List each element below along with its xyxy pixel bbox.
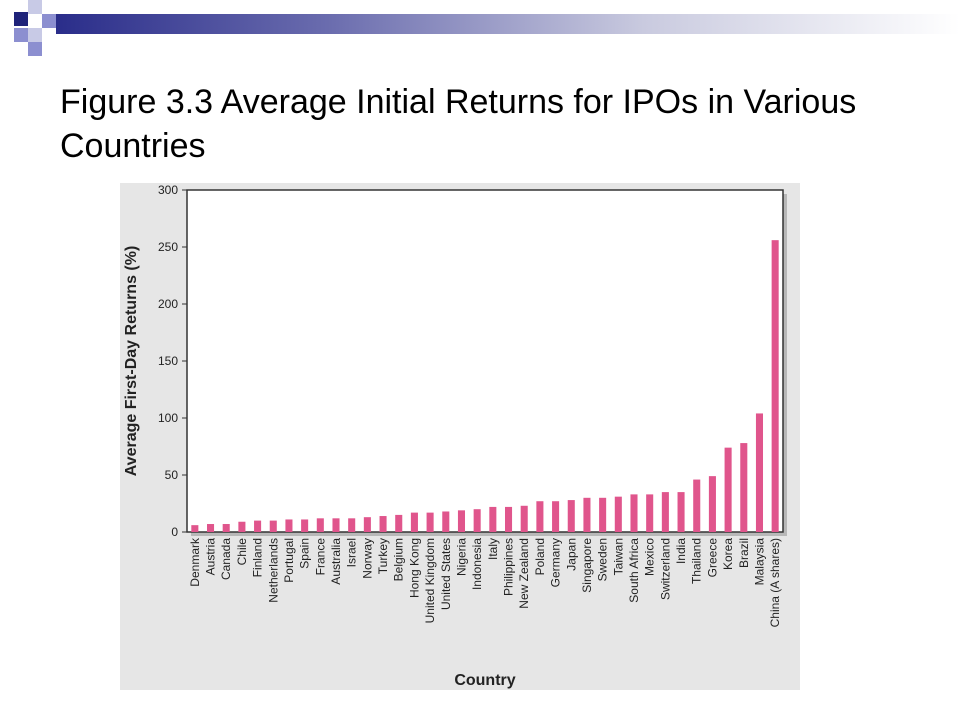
x-tick-label: Greece (705, 538, 719, 578)
bar-finland (254, 520, 262, 532)
bar-australia (332, 518, 340, 532)
bar-taiwan (614, 496, 622, 532)
x-tick-label: Singapore (580, 538, 594, 593)
bar-south-africa (630, 494, 638, 532)
bar-switzerland (661, 492, 669, 532)
bar-italy (489, 506, 497, 532)
bar-thailand (693, 479, 701, 532)
deco-square-periwinkle-3 (28, 42, 42, 56)
x-tick-label: South Africa (627, 538, 641, 603)
bar-malaysia (755, 413, 764, 532)
header-gradient-band (56, 14, 960, 34)
x-tick-label: Mexico (643, 538, 657, 576)
bar-belgium (395, 514, 403, 532)
y-tick-label: 100 (158, 411, 178, 425)
x-tick-label: China (A shares) (768, 538, 782, 627)
bar-korea (724, 447, 732, 532)
y-axis-title: Average First-Day Returns (%) (123, 246, 140, 477)
x-tick-label: Hong Kong (407, 538, 421, 598)
x-tick-label: Indonesia (470, 538, 484, 590)
deco-square-periwinkle (42, 14, 56, 28)
bar-philippines (504, 506, 513, 532)
y-tick-label: 0 (171, 525, 178, 539)
bar-united-states (442, 511, 450, 532)
bar-israel (348, 518, 356, 532)
bar-chile (238, 521, 246, 532)
bar-united-kingdom (426, 512, 434, 532)
deco-square-light-2 (28, 28, 42, 42)
bar-china-a-shares (771, 240, 779, 532)
bar-spain (301, 519, 309, 532)
x-tick-label: New Zealand (517, 538, 531, 609)
x-tick-label: Norway (360, 538, 374, 579)
x-tick-label: Chile (235, 538, 249, 566)
x-tick-label: Italy (486, 538, 500, 560)
x-tick-label: Austria (204, 538, 218, 576)
x-tick-label: Denmark (188, 537, 202, 587)
x-tick-label: India (674, 538, 688, 564)
x-tick-label: Philippines (502, 538, 516, 596)
x-tick-label: Germany (549, 538, 563, 587)
x-tick-label: United States (439, 538, 453, 610)
bar-sweden (599, 497, 607, 532)
y-tick-label: 150 (158, 354, 178, 368)
x-tick-label: Poland (533, 538, 547, 575)
bar-singapore (583, 497, 591, 532)
x-tick-label: Portugal (282, 538, 296, 583)
x-tick-label: Spain (298, 538, 312, 569)
x-tick-label: Turkey (376, 538, 390, 574)
bar-japan (567, 500, 575, 532)
bar-greece (708, 476, 716, 532)
x-tick-label: Finland (251, 538, 265, 577)
x-tick-label: Australia (329, 538, 343, 585)
bar-france (316, 518, 324, 532)
slide-title: Figure 3.3 Average Initial Returns for I… (60, 83, 857, 165)
x-tick-label: Japan (564, 538, 578, 571)
bar-new-zealand (520, 505, 528, 532)
bar-austria (206, 524, 215, 532)
x-tick-label: Malaysia (752, 538, 766, 586)
x-tick-label: Sweden (596, 538, 610, 581)
bar-denmark (191, 525, 199, 532)
bar-india (677, 492, 685, 532)
x-axis-title: Country (454, 672, 515, 689)
bar-indonesia (473, 509, 481, 532)
deco-square-navy (14, 12, 28, 26)
bar-hong-kong (410, 512, 418, 532)
plot-area (186, 189, 784, 533)
x-tick-label: Belgium (392, 538, 406, 581)
bar-canada (222, 524, 230, 532)
x-tick-label: Canada (219, 538, 233, 580)
x-tick-label: Thailand (690, 538, 704, 584)
x-tick-label: France (313, 538, 327, 576)
y-tick-label: 50 (165, 468, 179, 482)
bar-norway (363, 517, 371, 532)
x-tick-label: Taiwan (611, 538, 625, 575)
y-tick-label: 300 (158, 183, 178, 197)
deco-square-periwinkle-2 (14, 28, 28, 42)
bar-brazil (740, 443, 748, 532)
x-tick-label: Nigeria (454, 538, 468, 576)
bar-nigeria (457, 510, 466, 532)
x-tick-label: Israel (345, 538, 359, 567)
x-tick-label: Brazil (737, 538, 751, 568)
bar-mexico (646, 494, 654, 532)
bar-turkey (379, 516, 387, 532)
x-tick-label: Korea (721, 538, 735, 570)
y-tick-label: 200 (158, 297, 178, 311)
y-tick-label: 250 (158, 240, 178, 254)
x-tick-label: United Kingdom (423, 538, 437, 623)
bar-portugal (285, 519, 293, 532)
x-tick-label: Switzerland (658, 538, 672, 600)
deco-square-light (28, 0, 42, 14)
bar-germany (552, 501, 560, 532)
bar-poland (536, 501, 544, 532)
bar-netherlands (269, 520, 277, 532)
chart-container: 0 50 100 150 200 250 300 Denmark Austria Canada Ch… (120, 183, 800, 690)
x-tick-label: Netherlands (266, 538, 280, 603)
